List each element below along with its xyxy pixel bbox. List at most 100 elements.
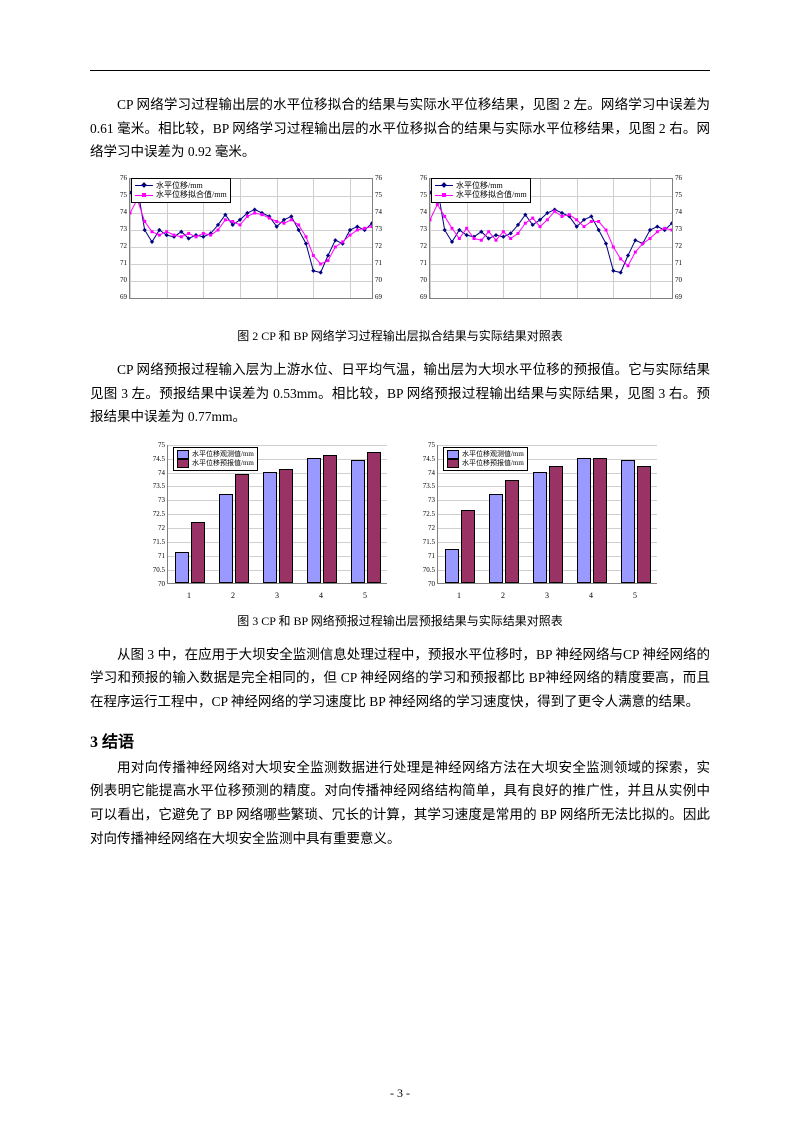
bar-y-tick-label: 72 — [135, 524, 165, 532]
y-tick-label: 69 — [405, 293, 427, 301]
y-tick-label: 76 — [405, 174, 427, 182]
bar-predicted — [279, 469, 293, 583]
bar-x-tick-label: 4 — [589, 591, 593, 600]
line-chart-right: 69697070717172727373747475757676水平位移/mm水… — [405, 174, 695, 319]
bar-y-tick-label: 74 — [405, 469, 435, 477]
bar-y-tick-label: 73 — [135, 496, 165, 504]
bar-observed — [263, 472, 277, 583]
bar-x-tick-label: 2 — [501, 591, 505, 600]
bar-predicted — [549, 466, 563, 583]
y-tick-label-right: 74 — [375, 208, 395, 216]
y-tick-label: 71 — [405, 259, 427, 267]
figure-3-caption: 图 3 CP 和 BP 网络预报过程输出层预报结果与实际结果对照表 — [90, 612, 710, 629]
chart-legend: 水平位移/mm水平位移拟合值/mm — [131, 178, 231, 203]
legend-label: 水平位移拟合值/mm — [156, 190, 227, 200]
y-tick-label: 72 — [105, 242, 127, 250]
y-tick-label-right: 69 — [675, 293, 695, 301]
y-tick-label: 74 — [405, 208, 427, 216]
bar-y-tick-label: 71 — [405, 552, 435, 560]
bar-x-tick-label: 3 — [545, 591, 549, 600]
bar-chart-right: 7070.57171.57272.57373.57474.57512345水平位… — [405, 439, 665, 604]
legend-label: 水平位移观测值/mm — [462, 450, 524, 459]
bar-y-tick-label: 70 — [135, 580, 165, 588]
bar-predicted — [461, 510, 475, 582]
y-tick-label: 74 — [105, 208, 127, 216]
bar-y-tick-label: 73 — [405, 496, 435, 504]
bar-x-tick-label: 5 — [633, 591, 637, 600]
bar-y-tick-label: 74.5 — [135, 455, 165, 463]
y-tick-label: 73 — [105, 225, 127, 233]
bar-predicted — [637, 466, 651, 583]
bar-x-tick-label: 3 — [275, 591, 279, 600]
bar-observed — [351, 460, 365, 582]
chart-legend: 水平位移/mm水平位移拟合值/mm — [431, 178, 531, 203]
bar-observed — [445, 549, 459, 582]
legend-label: 水平位移拟合值/mm — [456, 190, 527, 200]
bar-predicted — [593, 458, 607, 583]
y-tick-label: 72 — [405, 242, 427, 250]
y-tick-label-right: 70 — [375, 276, 395, 284]
y-tick-label: 73 — [405, 225, 427, 233]
bar-observed — [533, 472, 547, 583]
bar-observed — [307, 458, 321, 583]
bar-x-tick-label: 1 — [187, 591, 191, 600]
paragraph-4: 用对向传播神经网络对大坝安全监测数据进行处理是神经网络方法在大坝安全监测领域的探… — [90, 756, 710, 851]
bar-observed — [489, 494, 503, 583]
bar-observed — [219, 494, 233, 583]
paragraph-1: CP 网络学习过程输出层的水平位移拟合的结果与实际水平位移结果，见图 2 左。网… — [90, 93, 710, 164]
y-tick-label-right: 71 — [675, 259, 695, 267]
section-3-heading: 3 结语 — [90, 728, 710, 752]
y-tick-label: 69 — [105, 293, 127, 301]
legend-label: 水平位移预报值/mm — [192, 459, 254, 468]
y-tick-label-right: 72 — [375, 242, 395, 250]
bar-predicted — [367, 452, 381, 583]
bar-y-tick-label: 75 — [135, 441, 165, 449]
top-rule — [90, 70, 710, 71]
bar-y-tick-label: 72.5 — [405, 510, 435, 518]
bar-y-tick-label: 70.5 — [405, 566, 435, 574]
y-tick-label-right: 74 — [675, 208, 695, 216]
line-chart-left: 69 69 70 70 71 71 72 72 73 73 74 74 75 75 76 76 水平位移/mm水… — [105, 174, 395, 319]
bar-legend: 水平位移观测值/mm水平位移预报值/mm — [173, 447, 258, 471]
y-tick-label: 76 — [105, 174, 127, 182]
bar-x-tick-label: 2 — [231, 591, 235, 600]
page: CP 网络学习过程输出层的水平位移拟合的结果与实际水平位移结果，见图 2 左。网… — [0, 0, 800, 1131]
bar-observed — [621, 460, 635, 582]
y-tick-label-right: 73 — [375, 225, 395, 233]
figure-2: 69 69 70 70 71 71 72 72 73 73 74 74 75 75 76 76 水平位移/mm水… — [90, 174, 710, 319]
y-tick-label: 75 — [105, 191, 127, 199]
y-tick-label-right: 76 — [375, 174, 395, 182]
bar-x-tick-label: 4 — [319, 591, 323, 600]
bar-observed — [577, 458, 591, 583]
bar-y-tick-label: 73.5 — [135, 482, 165, 490]
y-tick-label: 71 — [105, 259, 127, 267]
bar-y-tick-label: 74.5 — [405, 455, 435, 463]
bar-y-tick-label: 71 — [135, 552, 165, 560]
page-number: - 3 - — [0, 1086, 800, 1101]
bar-x-tick-label: 5 — [363, 591, 367, 600]
bar-y-tick-label: 71.5 — [405, 538, 435, 546]
bar-y-tick-label: 71.5 — [135, 538, 165, 546]
bar-y-tick-label: 72.5 — [135, 510, 165, 518]
bar-predicted — [235, 474, 249, 582]
y-tick-label-right: 71 — [375, 259, 395, 267]
bar-y-tick-label: 70 — [405, 580, 435, 588]
y-tick-label-right: 75 — [375, 191, 395, 199]
bar-y-tick-label: 73.5 — [405, 482, 435, 490]
y-tick-label: 75 — [405, 191, 427, 199]
y-tick-label-right: 69 — [375, 293, 395, 301]
legend-label: 水平位移预报值/mm — [462, 459, 524, 468]
bar-predicted — [505, 480, 519, 583]
bar-legend: 水平位移观测值/mm水平位移预报值/mm — [443, 447, 528, 471]
y-tick-label: 70 — [405, 276, 427, 284]
bar-observed — [175, 552, 189, 583]
y-tick-label-right: 70 — [675, 276, 695, 284]
y-tick-label-right: 75 — [675, 191, 695, 199]
bar-x-tick-label: 1 — [457, 591, 461, 600]
paragraph-2: CP 网络预报过程输入层为上游水位、日平均气温，输出层为大坝水平位移的预报值。它… — [90, 358, 710, 429]
bar-y-tick-label: 74 — [135, 469, 165, 477]
bar-y-tick-label: 75 — [405, 441, 435, 449]
bar-predicted — [323, 455, 337, 583]
y-tick-label: 70 — [105, 276, 127, 284]
bar-chart-left: 7070.57171.57272.57373.57474.57512345水平位… — [135, 439, 395, 604]
